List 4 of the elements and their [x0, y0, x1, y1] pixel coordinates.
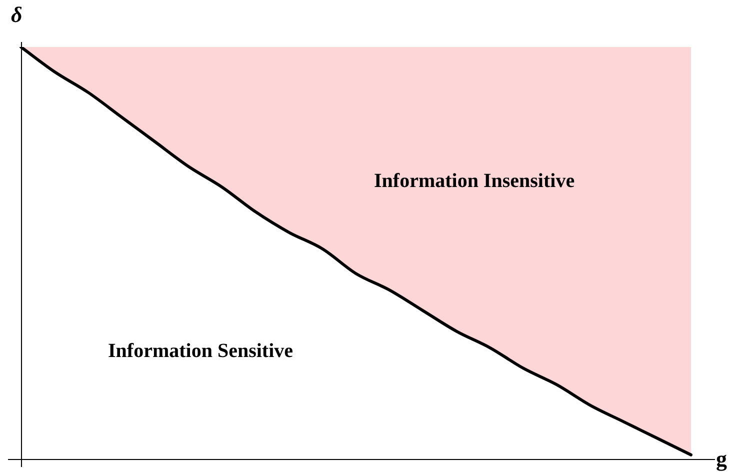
annotation: Information Sensitive: [108, 340, 293, 363]
annotation: Information Insensitive: [374, 170, 575, 193]
x-axis-title: g: [716, 446, 727, 472]
y-axis-title: δ: [11, 2, 22, 28]
